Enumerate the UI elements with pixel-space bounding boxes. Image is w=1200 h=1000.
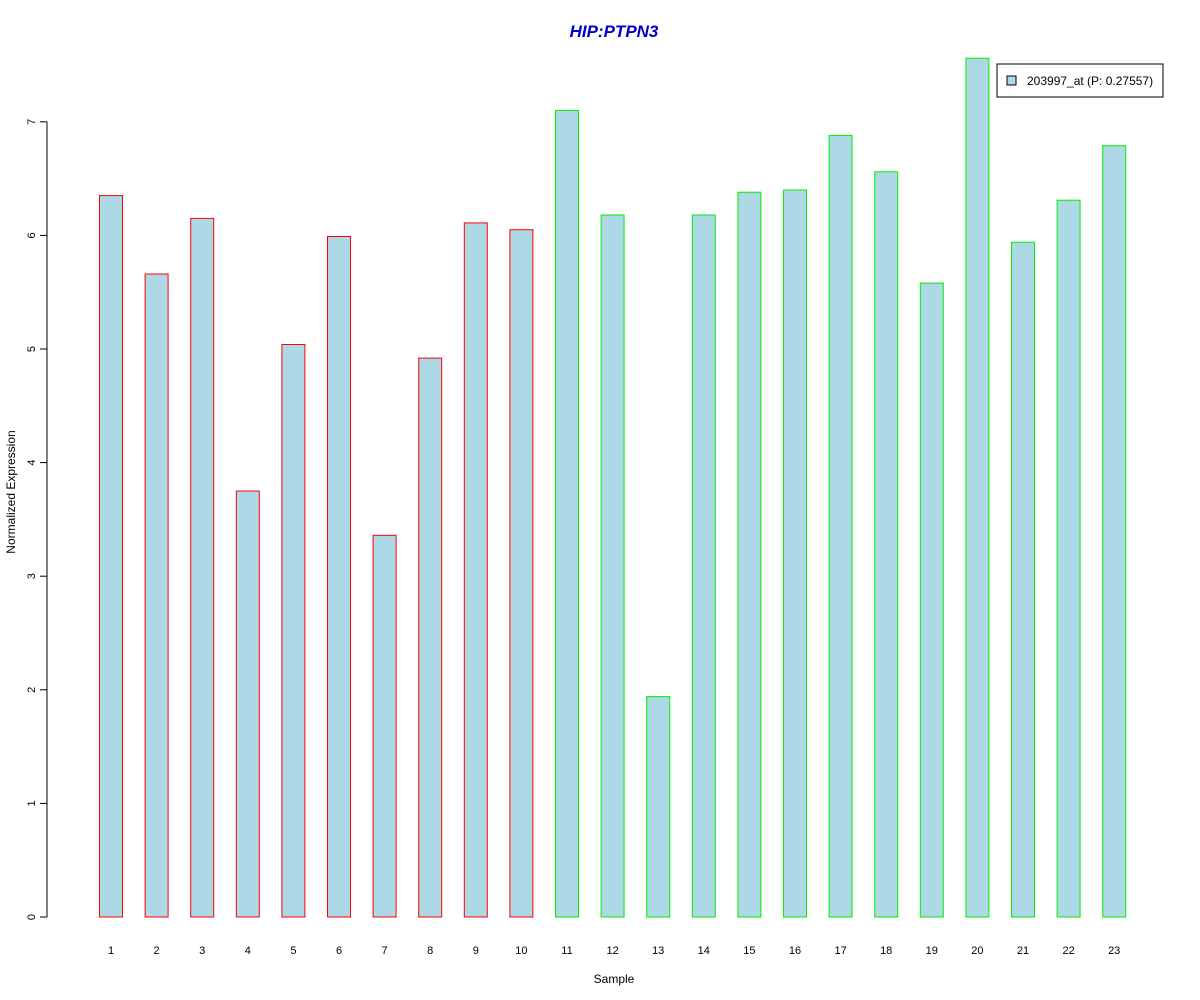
x-tick-label: 1 [108, 945, 114, 957]
x-tick-label: 12 [606, 945, 618, 957]
legend: 203997_at (P: 0.27557) [996, 63, 1164, 98]
x-tick-label: 22 [1062, 945, 1074, 957]
y-tick-label: 2 [26, 687, 38, 693]
y-tick-label: 5 [26, 346, 38, 352]
x-tick-label: 8 [427, 945, 433, 957]
x-tick-label: 3 [199, 945, 205, 957]
y-tick-label: 6 [26, 232, 38, 238]
y-tick-label: 4 [26, 460, 38, 466]
x-tick-label: 16 [789, 945, 801, 957]
bar-sample-6 [327, 236, 351, 918]
bar-sample-19 [919, 282, 944, 918]
x-tick-label: 21 [1017, 945, 1029, 957]
y-axis: 0 1 2 3 4 5 6 7 [26, 119, 48, 920]
y-tick-label: 3 [26, 573, 38, 579]
bar-sample-17 [828, 134, 853, 918]
bar-sample-21 [1011, 241, 1035, 918]
y-tick-label: 0 [26, 914, 38, 920]
bar-sample-11 [555, 109, 579, 918]
x-tick-label: 10 [515, 945, 527, 957]
bar-sample-9 [463, 222, 488, 918]
y-tick-label: 1 [26, 800, 38, 806]
bar-sample-16 [783, 189, 807, 918]
y-axis-label: Normalized Expression [4, 430, 18, 553]
x-tick-label: 7 [382, 945, 388, 957]
x-tick-label: 4 [245, 945, 251, 957]
bar-sample-8 [418, 357, 443, 918]
bars-group [99, 57, 1127, 918]
bar-sample-15 [737, 191, 762, 918]
x-tick-label: 15 [743, 945, 755, 957]
bar-sample-4 [235, 490, 260, 918]
x-tick-label: 20 [971, 945, 983, 957]
bar-sample-5 [281, 344, 306, 918]
bar-sample-1 [99, 195, 123, 918]
bar-sample-10 [509, 229, 534, 918]
x-tick-label: 5 [290, 945, 296, 957]
chart-title: HIP:PTPN3 [570, 22, 659, 41]
bar-sample-18 [874, 171, 899, 918]
x-tick-label: 13 [652, 945, 664, 957]
bar-sample-20 [965, 57, 990, 918]
x-tick-label: 18 [880, 945, 892, 957]
x-tick-label: 2 [154, 945, 160, 957]
legend-swatch [1006, 75, 1017, 86]
y-tick-label: 7 [26, 119, 38, 125]
bar-sample-13 [646, 696, 671, 918]
x-axis-label: Sample [594, 972, 635, 986]
x-tick-label: 23 [1108, 945, 1120, 957]
x-tick-label: 11 [561, 945, 572, 957]
legend-box [996, 63, 1164, 98]
bar-sample-2 [144, 273, 169, 918]
x-tick-label: 19 [926, 945, 938, 957]
x-tick-label: 14 [698, 945, 710, 957]
bar-sample-22 [1056, 199, 1081, 918]
x-axis-labels: 1 2 3 4 5 6 7 8 9 10 11 12 13 14 15 16 17 18 19 20 21 22 23 [108, 945, 1120, 957]
x-tick-label: 17 [834, 945, 846, 957]
bar-sample-23 [1102, 145, 1127, 918]
x-tick-label: 6 [336, 945, 342, 957]
x-tick-label: 9 [473, 945, 479, 957]
bar-sample-3 [190, 217, 215, 918]
bar-sample-7 [372, 534, 397, 918]
bar-sample-12 [600, 214, 625, 918]
legend-entry: 203997_at (P: 0.27557) [1027, 74, 1153, 88]
bar-sample-14 [691, 214, 716, 918]
